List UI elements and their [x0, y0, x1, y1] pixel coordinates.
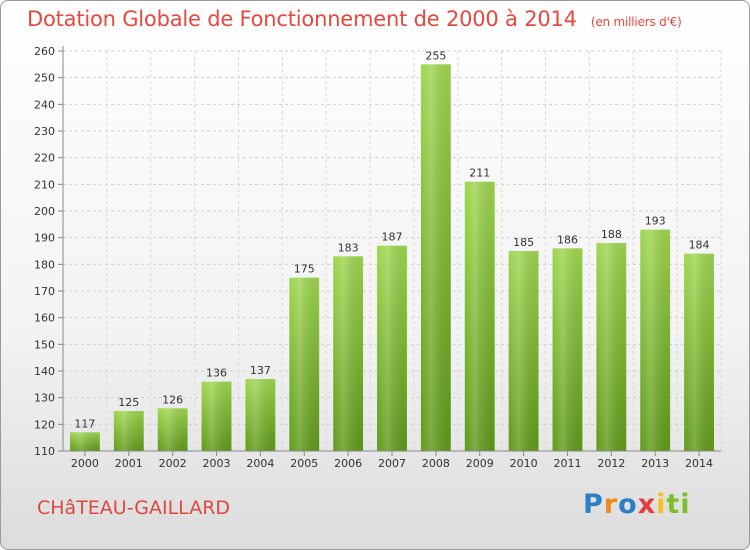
x-tick-label: 2006 — [334, 457, 362, 470]
value-label: 117 — [74, 417, 95, 430]
bar-shine — [684, 253, 714, 451]
bar-shine — [596, 243, 627, 451]
bar-shine — [157, 408, 188, 451]
y-tick-label: 230 — [34, 125, 55, 138]
y-tick-label: 110 — [34, 445, 55, 458]
x-tick-label: 2003 — [203, 457, 231, 470]
logo-letter: P — [583, 489, 604, 520]
value-label: 125 — [118, 396, 139, 409]
bar-shine — [508, 251, 539, 451]
commune-name: CHâTEAU-GAILLARD — [37, 497, 231, 519]
y-tick-label: 160 — [34, 312, 55, 325]
x-tick-label: 2000 — [71, 457, 99, 470]
y-tick-label: 210 — [34, 178, 55, 191]
bar-shine — [70, 432, 100, 451]
y-tick-label: 260 — [34, 45, 55, 58]
y-tick-label: 250 — [34, 72, 55, 85]
bar-shine — [113, 411, 144, 451]
proxiti-logo: Proxiti — [583, 489, 691, 520]
y-tick-label: 170 — [34, 285, 55, 298]
bar-shine — [201, 381, 232, 451]
value-label: 184 — [689, 239, 710, 252]
y-tick-label: 130 — [34, 392, 55, 405]
bar-shine — [464, 181, 495, 451]
y-tick-label: 120 — [34, 418, 55, 431]
x-tick-label: 2005 — [290, 457, 318, 470]
value-label: 186 — [557, 233, 578, 246]
logo-letter: x — [637, 489, 657, 520]
x-tick-label: 2002 — [159, 457, 187, 470]
value-label: 175 — [294, 263, 315, 276]
bar-shine — [245, 379, 276, 451]
value-label: 211 — [469, 167, 490, 180]
x-tick-label: 2012 — [597, 457, 625, 470]
x-tick-label: 2008 — [422, 457, 450, 470]
x-tick-label: 2009 — [466, 457, 494, 470]
x-tick-label: 2007 — [378, 457, 406, 470]
y-tick-label: 200 — [34, 205, 55, 218]
bars: 117 125 126 136 137 175 183 187 255 211 185 186 188 1… — [70, 49, 714, 452]
x-tick-label: 2004 — [246, 457, 274, 470]
logo-letter: i — [656, 489, 667, 520]
bar-shine — [333, 256, 364, 451]
value-label: 136 — [206, 367, 227, 380]
x-tick-label: 2011 — [553, 457, 581, 470]
chart-title-text: Dotation Globale de Fonctionnement de 20… — [27, 7, 577, 31]
x-tick-label: 2014 — [685, 457, 713, 470]
y-tick-label: 240 — [34, 98, 55, 111]
logo-letter: ti — [666, 489, 691, 520]
logo-letter: r — [603, 489, 619, 520]
x-tick-label: 2013 — [641, 457, 669, 470]
value-label: 185 — [513, 236, 534, 249]
value-label: 187 — [382, 231, 403, 244]
value-label: 183 — [338, 241, 359, 254]
value-label: 137 — [250, 364, 271, 377]
y-tick-label: 150 — [34, 338, 55, 351]
bar-shine — [640, 229, 671, 451]
x-tick-label: 2010 — [510, 457, 538, 470]
logo-letter: o — [618, 489, 638, 520]
chart-title: Dotation Globale de Fonctionnement de 20… — [27, 7, 682, 31]
y-tick-label: 220 — [34, 152, 55, 165]
y-tick-label: 190 — [34, 232, 55, 245]
bar-shine — [420, 64, 451, 452]
value-label: 126 — [162, 393, 183, 406]
y-tick-label: 180 — [34, 258, 55, 271]
value-label: 193 — [645, 215, 666, 228]
y-tick-label: 140 — [34, 365, 55, 378]
axes: 110 120 130 140 150 160 170 180 190 200 210 220 230 2… — [34, 45, 721, 470]
bar-shine — [289, 277, 320, 451]
value-label: 255 — [425, 49, 446, 62]
x-tick-label: 2001 — [115, 457, 143, 470]
bar-shine — [552, 248, 583, 451]
bar-shine — [377, 245, 407, 451]
value-label: 188 — [601, 228, 622, 241]
chart-unit: (en milliers d'€) — [590, 15, 682, 29]
